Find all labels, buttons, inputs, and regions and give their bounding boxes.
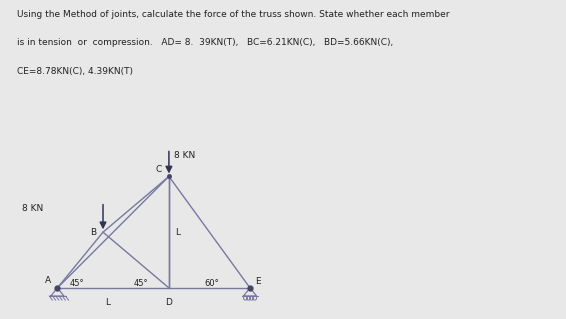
Text: CE=8.78KN(C), 4.39KN(T): CE=8.78KN(C), 4.39KN(T) <box>17 67 133 76</box>
Text: L: L <box>106 298 110 307</box>
Text: D: D <box>165 298 173 307</box>
Text: 8 KN: 8 KN <box>22 204 43 213</box>
Text: 60°: 60° <box>205 279 220 288</box>
Text: E: E <box>255 278 261 286</box>
Text: is in tension  or  compression.   AD= 8.  39KN(T),   BC=6.21KN(C),   BD=5.66KN(C: is in tension or compression. AD= 8. 39K… <box>17 38 393 47</box>
Text: A: A <box>45 276 52 286</box>
Text: 45°: 45° <box>134 279 148 288</box>
Text: 45°: 45° <box>70 279 84 288</box>
Text: Using the Method of joints, calculate the force of the truss shown. State whethe: Using the Method of joints, calculate th… <box>17 10 449 19</box>
Text: 8 KN: 8 KN <box>174 151 195 160</box>
Text: L: L <box>175 228 180 237</box>
Text: B: B <box>90 228 96 237</box>
Text: C: C <box>156 165 162 174</box>
